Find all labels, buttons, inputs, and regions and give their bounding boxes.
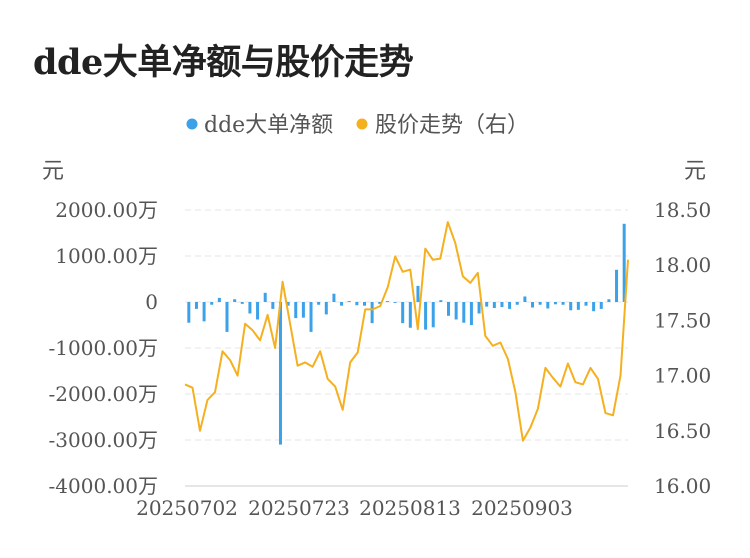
right-tick-label: 18.00 <box>654 253 711 277</box>
legend-swatch-price <box>356 118 368 130</box>
dde-bar <box>523 296 527 302</box>
dde-bar <box>492 302 496 308</box>
legend-label-price: 股价走势（右） <box>375 113 529 138</box>
dde-bar <box>431 302 435 328</box>
dde-bar <box>294 302 298 319</box>
dde-bar <box>378 302 382 304</box>
right-tick-label: 16.00 <box>654 474 711 498</box>
dde-bar <box>340 302 344 306</box>
dde-bar <box>385 301 389 302</box>
left-tick-label: 2000.00万 <box>55 198 158 222</box>
dde-bar <box>615 269 619 302</box>
dde-bar <box>622 223 626 302</box>
left-tick-label: -4000.00万 <box>49 474 158 498</box>
dde-bar <box>355 302 359 306</box>
price-series-line <box>184 221 629 442</box>
right-tick-label: 17.00 <box>654 364 711 388</box>
dde-bar <box>500 302 504 308</box>
dde-bar <box>324 302 328 315</box>
price-line <box>184 221 629 442</box>
dde-bar <box>531 302 535 308</box>
legend-swatch-dde <box>186 118 198 130</box>
dde-bar <box>332 293 336 302</box>
dde-bar <box>538 302 542 305</box>
right-tick-label: 17.50 <box>654 308 711 332</box>
dde-bar <box>416 285 420 302</box>
grid <box>185 209 628 441</box>
dde-bar <box>233 299 237 302</box>
legend: dde大单净额 股价走势（右） <box>186 113 529 138</box>
dde-bar <box>194 302 198 309</box>
dde-bar <box>561 302 565 305</box>
dde-bar <box>454 302 458 320</box>
right-tick-label: 18.50 <box>654 198 711 222</box>
dde-bar <box>401 302 405 324</box>
x-tick-label: 20250813 <box>359 496 461 520</box>
dde-bar <box>187 302 191 323</box>
dde-bar <box>370 302 374 324</box>
dde-bar <box>477 302 481 314</box>
dde-bar <box>546 302 550 309</box>
dde-bar <box>439 300 443 302</box>
dde-bar <box>217 297 221 302</box>
dde-bar <box>248 302 252 314</box>
x-tick-label: 20250903 <box>471 496 573 520</box>
dde-bar <box>278 302 282 445</box>
dde-bar <box>447 302 451 316</box>
left-axis-ticks: 2000.00万 1000.00万 0 -1000.00万 -2000.00万 -3000… <box>49 198 158 498</box>
left-tick-label: -3000.00万 <box>49 428 158 452</box>
dde-bar <box>462 302 466 323</box>
left-axis-unit: 元 <box>42 159 64 184</box>
x-tick-label: 20250702 <box>136 496 238 520</box>
dde-bar <box>393 302 397 303</box>
x-axis-ticks: 20250702 20250723 20250813 20250903 <box>136 496 573 520</box>
dde-bar <box>584 302 588 306</box>
dde-bar <box>202 302 206 322</box>
dde-bars <box>187 223 626 445</box>
dde-bar <box>599 302 603 309</box>
dde-bar <box>576 302 580 310</box>
dde-bar <box>469 302 473 325</box>
legend-label-dde: dde大单净额 <box>204 113 333 138</box>
dde-bar <box>256 302 260 320</box>
right-axis-ticks: 18.50 18.00 17.50 17.00 16.50 16.00 <box>654 198 711 498</box>
dde-bar <box>485 302 489 307</box>
dde-bar <box>271 302 275 309</box>
dde-bar <box>592 302 596 312</box>
right-axis-unit: 元 <box>684 159 706 184</box>
x-tick-label: 20250723 <box>248 496 350 520</box>
dde-bar <box>210 302 214 305</box>
dde-bar <box>309 302 313 332</box>
right-tick-label: 16.50 <box>654 419 711 443</box>
page-title: dde大单净额与股价走势 <box>33 42 414 83</box>
dde-bar <box>569 302 573 311</box>
dde-bar <box>553 302 557 305</box>
left-tick-label: 1000.00万 <box>55 244 158 268</box>
left-tick-label: 0 <box>145 290 158 314</box>
dde-bar <box>240 302 244 304</box>
dde-bar <box>347 301 351 302</box>
left-tick-label: -2000.00万 <box>49 382 158 406</box>
dde-bar <box>225 302 229 332</box>
left-tick-label: -1000.00万 <box>49 336 158 360</box>
dde-bar <box>362 302 366 306</box>
dde-bar <box>424 302 428 330</box>
dde-bar <box>607 299 611 302</box>
dde-bar <box>508 302 512 309</box>
dde-bar <box>408 302 412 328</box>
dde-bar <box>515 302 519 305</box>
dde-bar <box>263 292 267 302</box>
dde-bar <box>301 302 305 318</box>
dde-bar <box>317 302 321 305</box>
dde-bar <box>286 302 290 306</box>
